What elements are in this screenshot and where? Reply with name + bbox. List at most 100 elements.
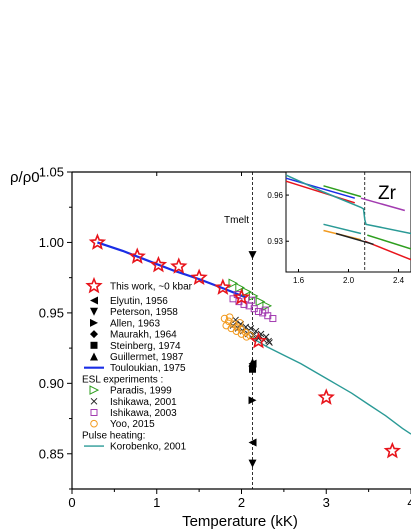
legend-marker	[90, 307, 98, 316]
data-point	[248, 438, 257, 447]
data-point	[190, 268, 208, 286]
legend-entry-label: Maurakh, 1964	[110, 330, 177, 341]
legend-entry-label: Touloukian, 1975	[110, 363, 186, 374]
data-point	[248, 296, 256, 304]
data-point	[254, 307, 262, 315]
x-tick-label: 2	[238, 495, 245, 510]
inset-line	[285, 177, 356, 199]
legend-marker	[90, 419, 98, 428]
inset-x-tick-label: 1.6	[293, 276, 305, 285]
legend-header-pulse: Pulse heating:	[82, 430, 145, 441]
legend-entry-label: Elyutin, 1956	[110, 296, 168, 307]
legend-entry-label: Yoo, 2015	[110, 419, 155, 430]
x-tick-label: 4	[407, 495, 411, 510]
data-point	[248, 251, 257, 260]
data-point	[232, 316, 239, 324]
y-tick-label: 0.95	[39, 305, 64, 320]
data-point	[269, 315, 277, 323]
y-axis-label: ρ/ρ0	[10, 169, 40, 186]
x-tick-label: 1	[153, 495, 160, 510]
tmelt-annotation: Tmelt	[224, 215, 249, 226]
data-point	[225, 313, 234, 321]
legend-entry-label: Allen, 1963	[110, 318, 160, 329]
legend-entry-label: Ishikawa, 2001	[110, 397, 177, 408]
data-point	[255, 296, 266, 307]
legend-marker	[85, 276, 103, 294]
data-point	[247, 325, 255, 332]
data-point	[242, 323, 250, 331]
data-point	[383, 441, 402, 459]
x-tick-label: 0	[68, 495, 75, 510]
series-line	[251, 336, 411, 435]
series-peterson-1958	[248, 251, 257, 468]
series-layer	[88, 233, 411, 468]
data-point	[248, 459, 257, 468]
data-point	[246, 331, 254, 340]
legend-header-esl: ESL experiments :	[82, 374, 163, 385]
legend-entry-label: Guillermet, 1987	[110, 352, 184, 363]
legend-entry-label: Ishikawa, 2003	[110, 408, 177, 419]
inset-chart: 1.6 2.0 2.4 0.93 0.96 Zr	[267, 171, 411, 285]
data-point	[232, 288, 251, 305]
inset-frame	[285, 171, 411, 273]
data-point	[252, 327, 260, 335]
data-point	[228, 278, 239, 289]
data-point	[248, 291, 259, 301]
legend-entry-label: Korobenko, 2001	[110, 442, 187, 453]
series-korobenko-2001	[251, 336, 411, 435]
y-tick-label: 0.90	[39, 376, 64, 391]
legend-marker	[90, 330, 98, 339]
data-point	[317, 388, 335, 405]
y-tick-label: 1.05	[39, 165, 64, 180]
legend-marker	[90, 341, 98, 349]
inset-line	[335, 232, 374, 246]
data-point	[266, 339, 273, 346]
data-point	[88, 233, 107, 250]
data-point	[249, 365, 257, 373]
inset-line	[285, 174, 411, 235]
inset-label: Zr	[378, 183, 397, 204]
series-paradis-1999	[228, 278, 273, 311]
x-axis-label: Temperature (kK)	[182, 513, 298, 530]
legend-marker	[90, 318, 98, 327]
inset-line	[323, 223, 362, 235]
legend-entry-label: This work, ~0 kbar	[110, 282, 193, 293]
data-point	[149, 255, 168, 273]
data-point	[242, 333, 251, 341]
data-point	[214, 278, 232, 295]
legend: This work, ~0 kbar Elyutin, 1956Peterson,…	[82, 276, 193, 453]
series-allen-1963	[248, 396, 257, 405]
legend-marker	[90, 352, 98, 361]
series-this-work-0-kbar	[88, 233, 402, 459]
data-point	[128, 247, 146, 264]
data-point	[170, 257, 188, 274]
y-tick-label: 0.85	[39, 446, 64, 461]
series-line	[97, 241, 247, 299]
data-point	[262, 301, 273, 311]
inset-line	[367, 234, 411, 250]
data-point	[248, 358, 257, 367]
data-point	[249, 331, 268, 349]
legend-marker	[90, 397, 98, 405]
data-point	[255, 334, 262, 342]
legend-marker	[89, 385, 100, 395]
y-tick-label: 1.00	[39, 235, 64, 250]
inset-y-tick-label: 0.93	[267, 237, 283, 246]
data-point	[261, 306, 269, 314]
inset-x-tick-label: 2.0	[343, 276, 355, 285]
inset-x-tick-label: 2.4	[393, 276, 405, 285]
series-yoo-2015	[220, 313, 254, 341]
inset-line	[285, 180, 356, 204]
legend-entry-label: Paradis, 1999	[110, 386, 172, 397]
data-point	[248, 396, 257, 405]
inset-line	[323, 185, 362, 198]
series-guillermet-1987	[248, 358, 257, 367]
inset-line	[360, 197, 406, 212]
data-point	[235, 282, 245, 293]
series-touloukian-1975	[97, 241, 247, 299]
data-point	[236, 318, 244, 327]
series-steinberg-1974	[249, 365, 257, 373]
inset-y-tick-label: 0.96	[267, 191, 283, 200]
legend-marker	[90, 296, 98, 305]
